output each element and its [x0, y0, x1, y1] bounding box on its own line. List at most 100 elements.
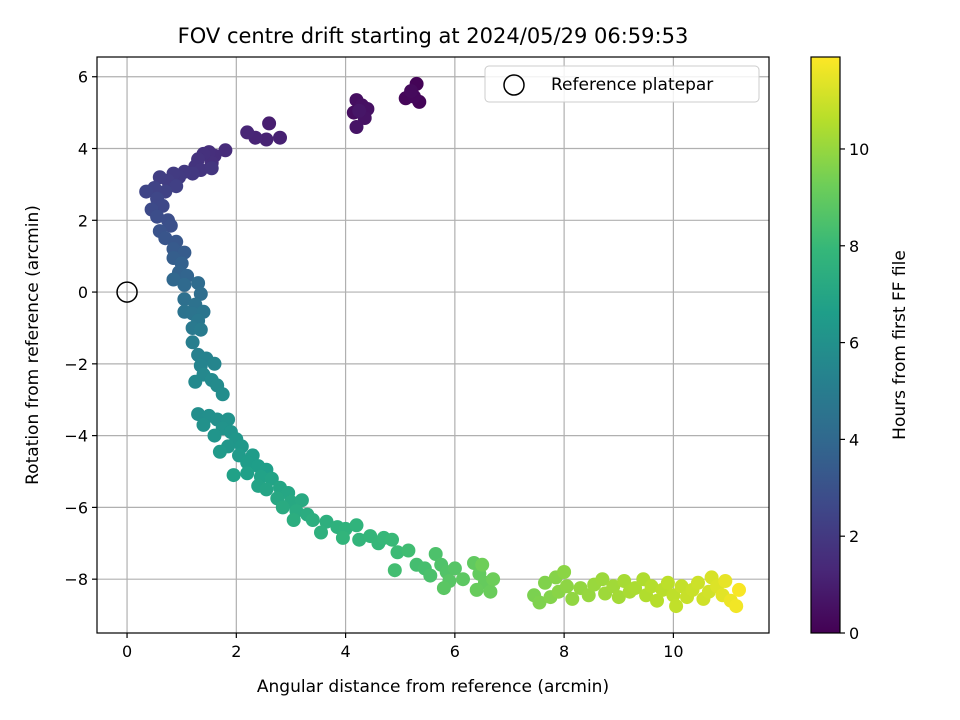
- y-tick-label: 4: [78, 140, 88, 159]
- data-point: [207, 428, 222, 443]
- data-point: [385, 532, 399, 547]
- data-point: [335, 530, 350, 545]
- chart-title: FOV centre drift starting at 2024/05/29 …: [178, 24, 689, 48]
- data-point: [191, 407, 206, 422]
- y-axis-label: Rotation from reference (arcmin): [23, 205, 43, 485]
- y-axis-ticks: −8 −6 −4 −2 0 2 4 6: [64, 68, 97, 589]
- data-point: [644, 579, 659, 594]
- data-point: [387, 563, 402, 578]
- data-point: [286, 513, 301, 527]
- data-point: [559, 579, 574, 594]
- data-point: [314, 525, 328, 540]
- data-point: [428, 547, 443, 561]
- data-point: [240, 125, 255, 140]
- colorbar-gradient: [811, 57, 840, 633]
- data-point: [158, 231, 173, 246]
- data-point: [207, 356, 222, 371]
- colorbar-tick-label: 2: [849, 527, 859, 546]
- data-point: [404, 84, 419, 99]
- data-point: [349, 518, 364, 533]
- data-point: [188, 374, 203, 389]
- data-point: [150, 209, 165, 224]
- colorbar: 0 2 4 6 8 10 Hours from first FF file: [810, 56, 910, 643]
- data-point: [275, 500, 290, 515]
- data-point: [177, 277, 192, 292]
- data-point: [218, 143, 233, 158]
- reference-marker: [116, 281, 138, 303]
- x-tick-label: 2: [231, 642, 241, 661]
- data-point: [305, 513, 320, 527]
- data-point: [456, 572, 470, 587]
- y-tick-label: 2: [78, 211, 88, 230]
- data-point: [423, 568, 438, 583]
- data-point: [155, 198, 170, 213]
- data-point: [212, 444, 227, 459]
- data-point: [475, 557, 490, 572]
- data-point: [215, 387, 230, 402]
- data-point: [259, 482, 274, 497]
- data-point: [262, 116, 277, 131]
- legend-entry-label: Reference platepar: [551, 75, 713, 95]
- data-point: [349, 120, 364, 134]
- data-point: [259, 132, 274, 147]
- reference-platepar-marker: [116, 281, 138, 303]
- data-point: [177, 292, 192, 307]
- data-point: [606, 579, 621, 594]
- data-point: [674, 579, 689, 594]
- data-point: [666, 588, 681, 603]
- x-tick-label: 0: [122, 642, 132, 661]
- data-point: [264, 471, 279, 486]
- data-point: [669, 599, 684, 614]
- data-point: [193, 322, 208, 337]
- data-point: [196, 417, 211, 432]
- x-tick-label: 8: [559, 642, 569, 661]
- data-point: [226, 468, 241, 483]
- data-point: [691, 575, 705, 590]
- colorbar-frame: [810, 56, 841, 634]
- data-point: [273, 130, 287, 145]
- data-point: [152, 170, 167, 185]
- data-point: [240, 455, 255, 470]
- data-point: [319, 514, 334, 529]
- data-point: [193, 286, 208, 301]
- x-tick-label: 6: [450, 642, 460, 661]
- plot-frame: [96, 56, 770, 634]
- data-point: [185, 335, 200, 350]
- data-point: [166, 272, 181, 287]
- data-point: [581, 588, 596, 603]
- data-point: [718, 574, 733, 588]
- data-point: [240, 466, 255, 481]
- data-point: [729, 599, 744, 614]
- colorbar-ticks: 0 2 4 6 8 10: [840, 140, 869, 643]
- data-point: [139, 184, 154, 199]
- data-point: [660, 575, 675, 590]
- y-tick-label: −2: [64, 355, 88, 374]
- x-axis-label: Angular distance from reference (arcmin): [257, 677, 609, 697]
- data-point: [595, 572, 610, 587]
- data-point: [469, 582, 484, 597]
- data-point: [486, 572, 501, 587]
- colorbar-label: Hours from first FF file: [890, 250, 910, 440]
- data-point: [436, 581, 451, 596]
- data-point: [538, 575, 552, 590]
- data-point: [483, 584, 498, 599]
- x-axis-ticks: 0 2 4 6 8 10: [122, 633, 684, 661]
- data-point: [617, 574, 632, 588]
- data-point: [557, 565, 572, 579]
- data-point: [447, 561, 462, 576]
- data-point: [169, 179, 184, 194]
- y-tick-label: −6: [64, 498, 88, 517]
- data-point: [611, 590, 626, 605]
- x-tick-label: 10: [663, 642, 683, 661]
- data-point: [352, 103, 367, 118]
- y-tick-label: 0: [78, 283, 88, 302]
- legend: Reference platepar: [484, 65, 760, 103]
- data-point: [191, 276, 206, 291]
- y-tick-label: −4: [64, 427, 88, 446]
- data-point: [204, 161, 219, 176]
- data-point: [352, 532, 367, 547]
- data-point: [177, 245, 192, 260]
- data-point: [294, 493, 309, 508]
- colorbar-tick-label: 0: [849, 624, 859, 643]
